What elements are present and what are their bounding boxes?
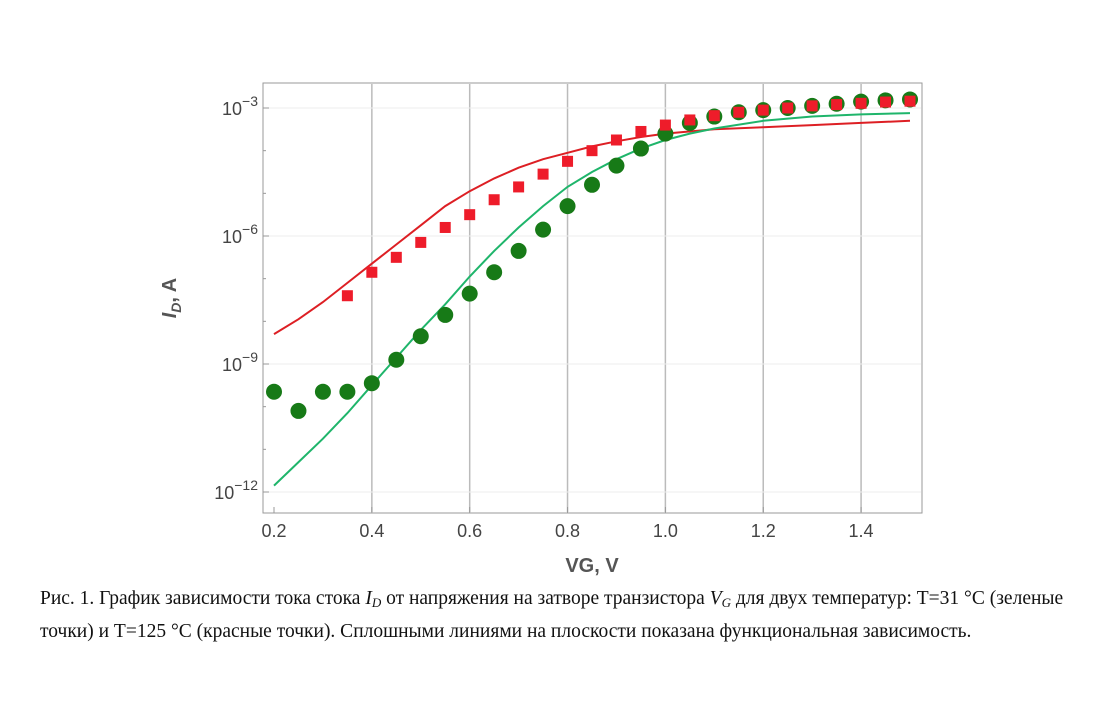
caption-id-symbol: ID <box>365 588 382 610</box>
red-point <box>855 97 867 109</box>
y-axis-label: ID, A <box>159 278 184 319</box>
x-axis-label: VG, V <box>565 555 619 577</box>
x-tick-label: 1.0 <box>653 521 678 541</box>
red-point <box>513 181 525 193</box>
red-point <box>831 99 843 111</box>
fit-line-red_line <box>273 119 911 335</box>
caption-part1: Рис. 1. График зависимости тока стока <box>40 588 366 609</box>
x-tick-label: 0.4 <box>359 521 384 541</box>
chart: 0.2 0.4 0.6 0.8 1.0 1.2 1.4 10−310−610−910−12 … <box>159 82 923 577</box>
red-point <box>537 168 549 180</box>
green-point <box>510 242 527 259</box>
red-point <box>880 96 892 108</box>
red-point <box>586 145 598 157</box>
fit-line-green_line <box>273 112 911 487</box>
green-point <box>486 264 503 281</box>
green-point <box>608 157 625 174</box>
green-point <box>584 176 600 193</box>
red-point <box>635 125 647 137</box>
red-point <box>488 194 500 206</box>
y-tick-label: 10−9 <box>222 349 258 375</box>
red-point <box>904 95 916 107</box>
caption-part2: от напряжения на затворе транзистора <box>381 588 710 609</box>
x-tick-label: 0.8 <box>555 521 580 541</box>
red-point <box>366 266 378 278</box>
fit-lines <box>273 112 911 487</box>
red-point <box>415 236 427 248</box>
x-tick-label: 1.2 <box>751 521 776 541</box>
red-point <box>733 106 745 118</box>
green-point <box>412 328 429 345</box>
red-point <box>610 134 622 146</box>
green-point <box>290 402 307 419</box>
red-point <box>439 221 451 233</box>
red-point <box>341 290 353 302</box>
grid-lines <box>264 84 921 512</box>
x-tick-label: 0.2 <box>261 521 286 541</box>
red-point <box>782 102 794 114</box>
caption-part3: для двух температур: T=31 °C (зеленые то… <box>40 588 1064 642</box>
x-tick-label: 1.4 <box>849 521 874 541</box>
data-points <box>266 91 918 419</box>
green-point <box>559 198 576 215</box>
red-point <box>390 251 402 263</box>
green-point <box>363 375 380 392</box>
green-point <box>437 306 454 323</box>
y-tick-label: 10−12 <box>214 477 258 503</box>
caption-vg-symbol: VG <box>709 588 731 610</box>
y-axis-ticks: 10−3 10−6 10−9 10−12 <box>214 93 269 503</box>
plot-frame <box>262 82 923 514</box>
x-tick-label: 0.6 <box>457 521 482 541</box>
green-point <box>461 285 478 302</box>
y-tick-label: 10−3 <box>222 93 258 119</box>
red-point <box>806 100 818 112</box>
red-point <box>757 104 769 116</box>
y-axis-label-rest: , A <box>159 278 181 303</box>
red-point <box>562 155 574 167</box>
red-point <box>684 114 696 126</box>
red-point <box>708 110 720 122</box>
green-point <box>266 383 282 400</box>
green-point <box>535 221 552 238</box>
y-tick-label: 10−6 <box>222 221 258 247</box>
red-point <box>659 119 671 131</box>
figure-caption: Рис. 1. График зависимости тока стока ID… <box>40 584 1100 646</box>
green-point <box>339 383 356 400</box>
red-point <box>464 209 476 221</box>
x-axis-ticks: 0.2 0.4 0.6 0.8 1.0 1.2 1.4 <box>261 507 874 541</box>
green-point <box>632 140 649 157</box>
y-axis-label-main: I <box>159 312 181 318</box>
y-axis-label-sub: D <box>168 303 184 313</box>
green-point <box>314 383 331 400</box>
green-point <box>388 351 405 368</box>
